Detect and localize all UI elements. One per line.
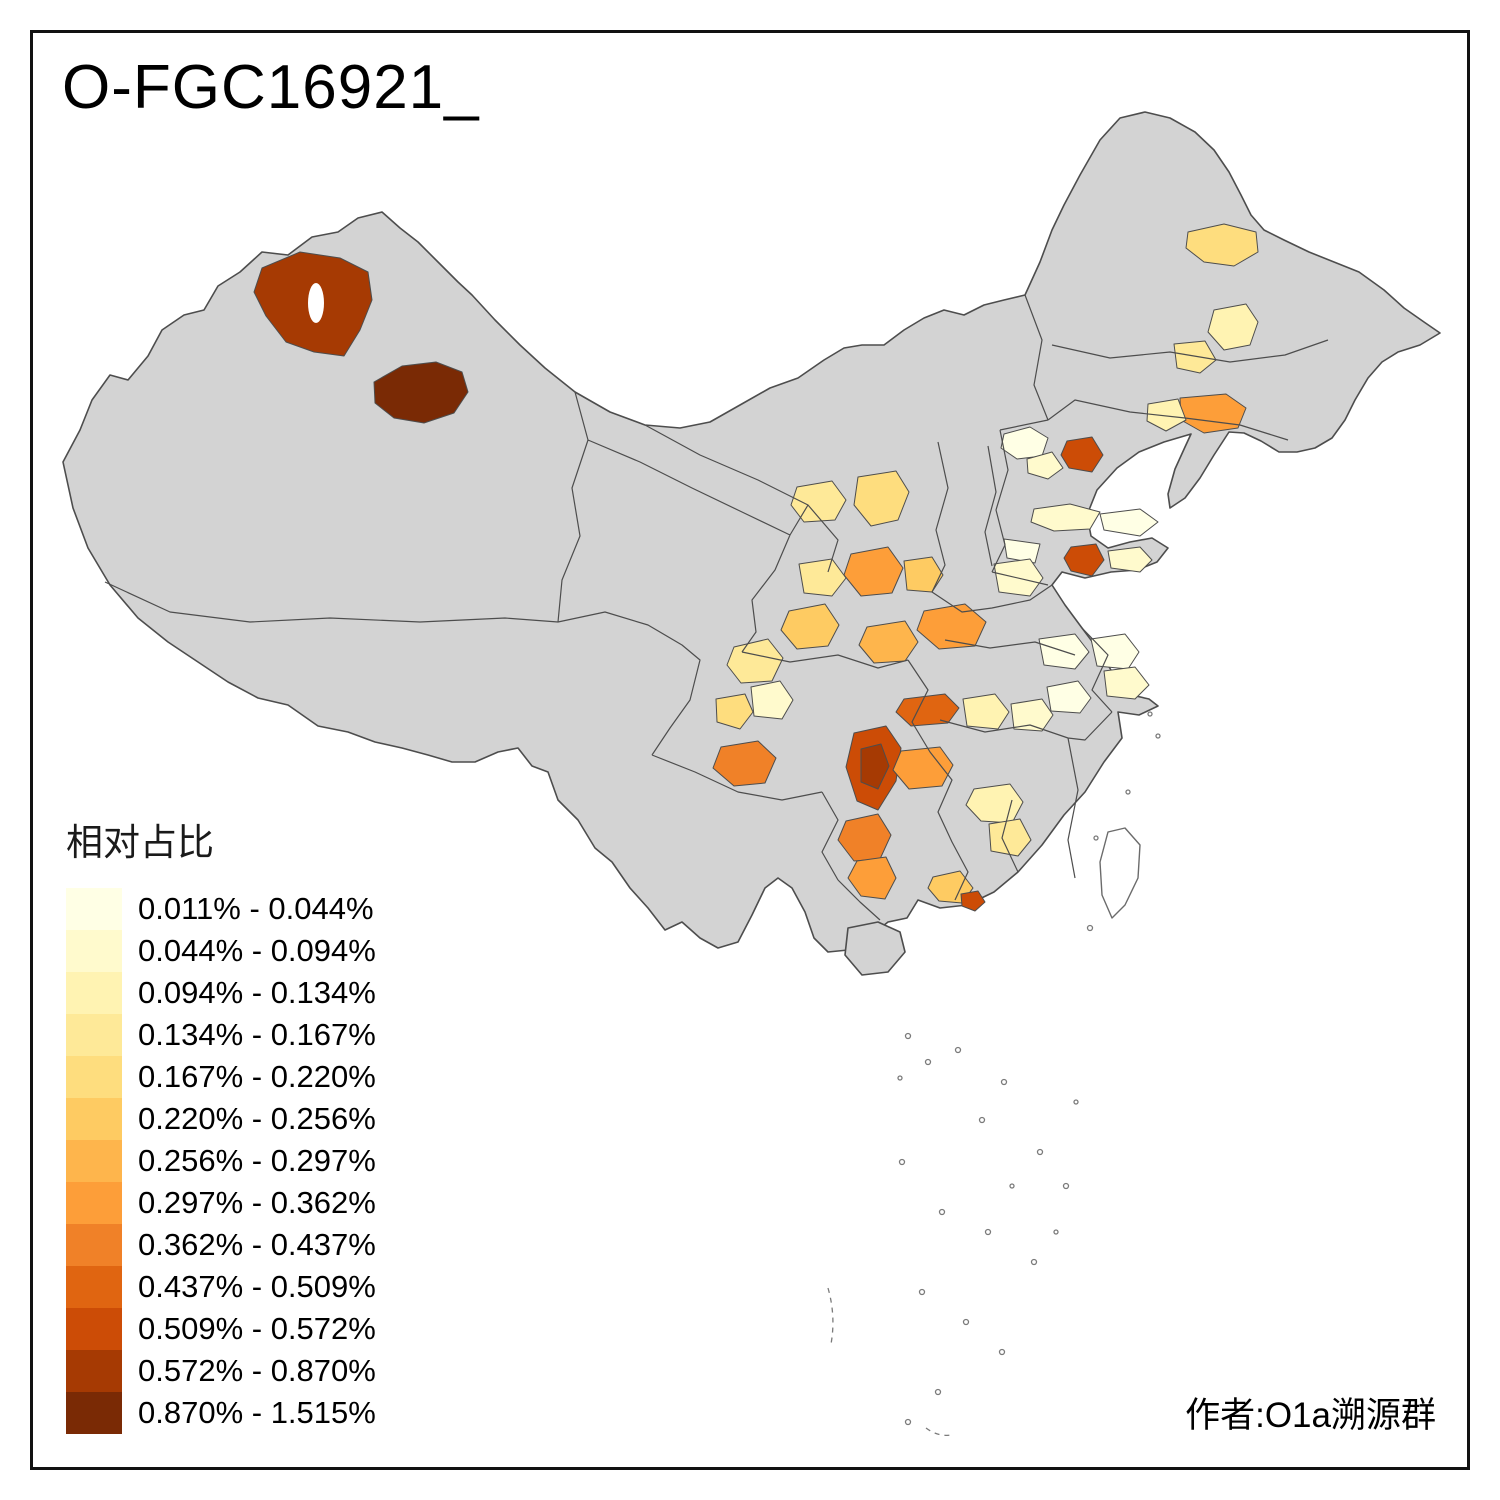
region-patch-class-2	[993, 558, 1044, 597]
region-patch-class-1	[1003, 538, 1041, 564]
region-patch-class-6	[780, 603, 840, 650]
legend-swatch	[66, 1224, 122, 1266]
legend-label: 0.297% - 0.362%	[138, 1185, 376, 1220]
coastal-islets	[1086, 711, 1161, 932]
region-patch-class-11	[960, 890, 986, 912]
legend-item: 0.297% - 0.362%	[66, 1182, 376, 1224]
legend-label: 0.870% - 1.515%	[138, 1395, 376, 1430]
legend-swatch	[66, 1182, 122, 1224]
legend-swatch	[66, 1392, 122, 1434]
map-patches	[253, 223, 1259, 912]
legend-item: 0.256% - 0.297%	[66, 1140, 376, 1182]
region-patch-class-8	[916, 603, 987, 650]
region-patch-class-11	[1063, 543, 1105, 577]
taiwan-island	[1099, 827, 1141, 919]
legend-label: 0.011% - 0.044%	[138, 891, 374, 926]
region-patch-class-1	[1090, 633, 1140, 670]
legend-items: 0.011% - 0.044% 0.044% - 0.094% 0.094% - 0…	[66, 888, 376, 1434]
lake	[308, 283, 324, 323]
region-patch-class-10	[895, 693, 960, 727]
legend-item: 0.437% - 0.509%	[66, 1266, 376, 1308]
region-patch-class-5	[853, 470, 910, 527]
legend-item: 0.220% - 0.256%	[66, 1098, 376, 1140]
region-patch-class-4	[790, 480, 847, 523]
region-patch-class-11	[1060, 436, 1104, 473]
mainland-outline	[62, 111, 1441, 953]
region-patch-class-2	[1107, 546, 1153, 573]
legend-swatch	[66, 930, 122, 972]
legend: 相对占比 0.011% - 0.044% 0.044% - 0.094% 0.094…	[66, 812, 376, 1434]
legend-label: 0.134% - 0.167%	[138, 1017, 376, 1052]
region-patch-class-2	[1103, 666, 1150, 700]
legend-label: 0.094% - 0.134%	[138, 975, 376, 1010]
legend-item: 0.011% - 0.044%	[66, 888, 376, 930]
region-patch-class-4	[726, 638, 784, 684]
plot-frame	[30, 30, 1470, 1470]
region-patch-class-8	[892, 746, 954, 790]
legend-item: 0.044% - 0.094%	[66, 930, 376, 972]
legend-swatch	[66, 1140, 122, 1182]
legend-swatch	[66, 972, 122, 1014]
legend-label: 0.437% - 0.509%	[138, 1269, 376, 1304]
legend-title: 相对占比	[66, 822, 214, 863]
hainan-island	[844, 921, 906, 976]
region-patch-class-2	[1010, 698, 1054, 732]
region-patch-class-4	[988, 818, 1032, 857]
legend-label: 0.167% - 0.220%	[138, 1059, 376, 1094]
province-borders	[104, 294, 1329, 921]
legend-item: 0.134% - 0.167%	[66, 1014, 376, 1056]
legend-swatch	[66, 888, 122, 930]
region-patch-class-8	[847, 856, 897, 900]
legend-label: 0.572% - 0.870%	[138, 1353, 376, 1388]
south-china-sea-islands	[827, 1032, 1079, 1436]
region-patch-class-9	[712, 740, 777, 787]
region-patch-class-2	[1030, 503, 1101, 532]
region-patch-class-3	[1146, 398, 1187, 432]
region-patch-class-1	[1046, 680, 1092, 714]
legend-swatch	[66, 1350, 122, 1392]
legend-label: 0.220% - 0.256%	[138, 1101, 376, 1136]
region-patch-class-13	[373, 361, 469, 424]
region-patch-class-4	[1173, 340, 1217, 374]
legend-item: 0.509% - 0.572%	[66, 1308, 376, 1350]
legend-swatch	[66, 1014, 122, 1056]
legend-swatch	[66, 1056, 122, 1098]
legend-item: 0.572% - 0.870%	[66, 1350, 376, 1392]
legend-label: 0.256% - 0.297%	[138, 1143, 376, 1178]
legend-swatch	[66, 1308, 122, 1350]
region-patch-class-12	[860, 743, 890, 790]
legend-label: 0.362% - 0.437%	[138, 1227, 376, 1262]
region-patch-class-4	[798, 558, 847, 597]
region-patch-class-5	[715, 693, 754, 730]
region-patch-class-3	[962, 693, 1010, 730]
region-patch-class-5	[1185, 223, 1259, 267]
legend-item: 0.362% - 0.437%	[66, 1224, 376, 1266]
legend-item: 0.870% - 1.515%	[66, 1392, 376, 1434]
region-patch-class-3	[1207, 303, 1259, 351]
legend-swatch	[66, 1098, 122, 1140]
region-patch-class-2	[750, 680, 794, 720]
attribution: 作者:O1a溯源群	[1185, 1396, 1436, 1435]
legend-item: 0.094% - 0.134%	[66, 972, 376, 1014]
legend-label: 0.509% - 0.572%	[138, 1311, 376, 1346]
page-title: O-FGC16921_	[62, 53, 480, 122]
legend-item: 0.167% - 0.220%	[66, 1056, 376, 1098]
legend-swatch	[66, 1266, 122, 1308]
region-patch-class-2	[1026, 451, 1064, 480]
legend-label: 0.044% - 0.094%	[138, 933, 376, 968]
region-patch-class-6	[903, 556, 944, 593]
region-patch-class-1	[1099, 508, 1159, 537]
